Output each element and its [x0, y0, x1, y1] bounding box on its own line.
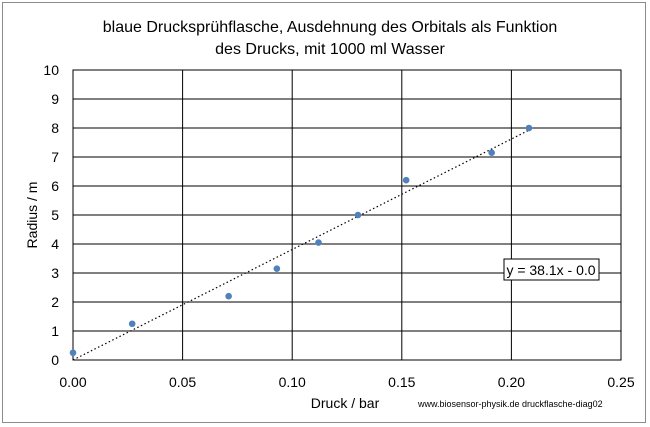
x-tick-label: 0.00 [59, 374, 86, 390]
x-tick-labels: 0.00 0.05 0.10 0.15 0.20 0.25 [59, 374, 634, 390]
y-tick-label: 0 [51, 352, 59, 368]
y-tick-label: 7 [51, 149, 59, 165]
y-tick-label: 1 [51, 323, 59, 339]
y-tick-label: 5 [51, 207, 59, 223]
trendline [72, 129, 530, 361]
y-tick-label: 8 [51, 120, 59, 136]
y-tick-labels: 0 1 2 3 4 5 6 7 8 9 10 [43, 62, 59, 368]
data-point [315, 239, 322, 246]
data-point [225, 292, 232, 300]
x-tick-label: 0.05 [169, 374, 196, 390]
data-point [273, 265, 281, 272]
y-tick-label: 3 [51, 265, 59, 281]
data-point [488, 149, 495, 156]
x-axis-label: Druck / bar [311, 395, 380, 411]
y-axis-label: Radius / m [24, 182, 40, 249]
y-tick-label: 6 [51, 178, 59, 194]
data-point [402, 176, 410, 184]
grid-lines [72, 69, 622, 361]
chart-frame [2, 2, 646, 423]
x-tick-label: 0.15 [388, 374, 415, 390]
data-points [69, 124, 533, 357]
y-tick-label: 4 [51, 236, 59, 252]
equation-label: y = 38.1x - 0.0 [506, 262, 595, 278]
source-note: www.biosensor-physik.de druckflasche-dia… [417, 399, 603, 409]
x-tick-label: 0.25 [607, 374, 634, 390]
data-point [525, 124, 533, 132]
equation-label-box: y = 38.1x - 0.0 [503, 258, 600, 281]
x-tick-label: 0.10 [279, 374, 306, 390]
y-tick-label: 9 [51, 91, 59, 107]
y-tick-label: 10 [43, 62, 59, 78]
data-point [354, 211, 362, 219]
chart-title-line-2: des Drucks, mit 1000 ml Wasser [215, 41, 445, 58]
y-tick-label: 2 [51, 294, 59, 310]
data-point [69, 349, 77, 357]
x-tick-label: 0.20 [498, 374, 525, 390]
data-point [128, 320, 136, 328]
plot-area-border [72, 69, 622, 361]
chart-title-line-1: blaue Drucksprühflasche, Ausdehnung des … [103, 19, 557, 36]
